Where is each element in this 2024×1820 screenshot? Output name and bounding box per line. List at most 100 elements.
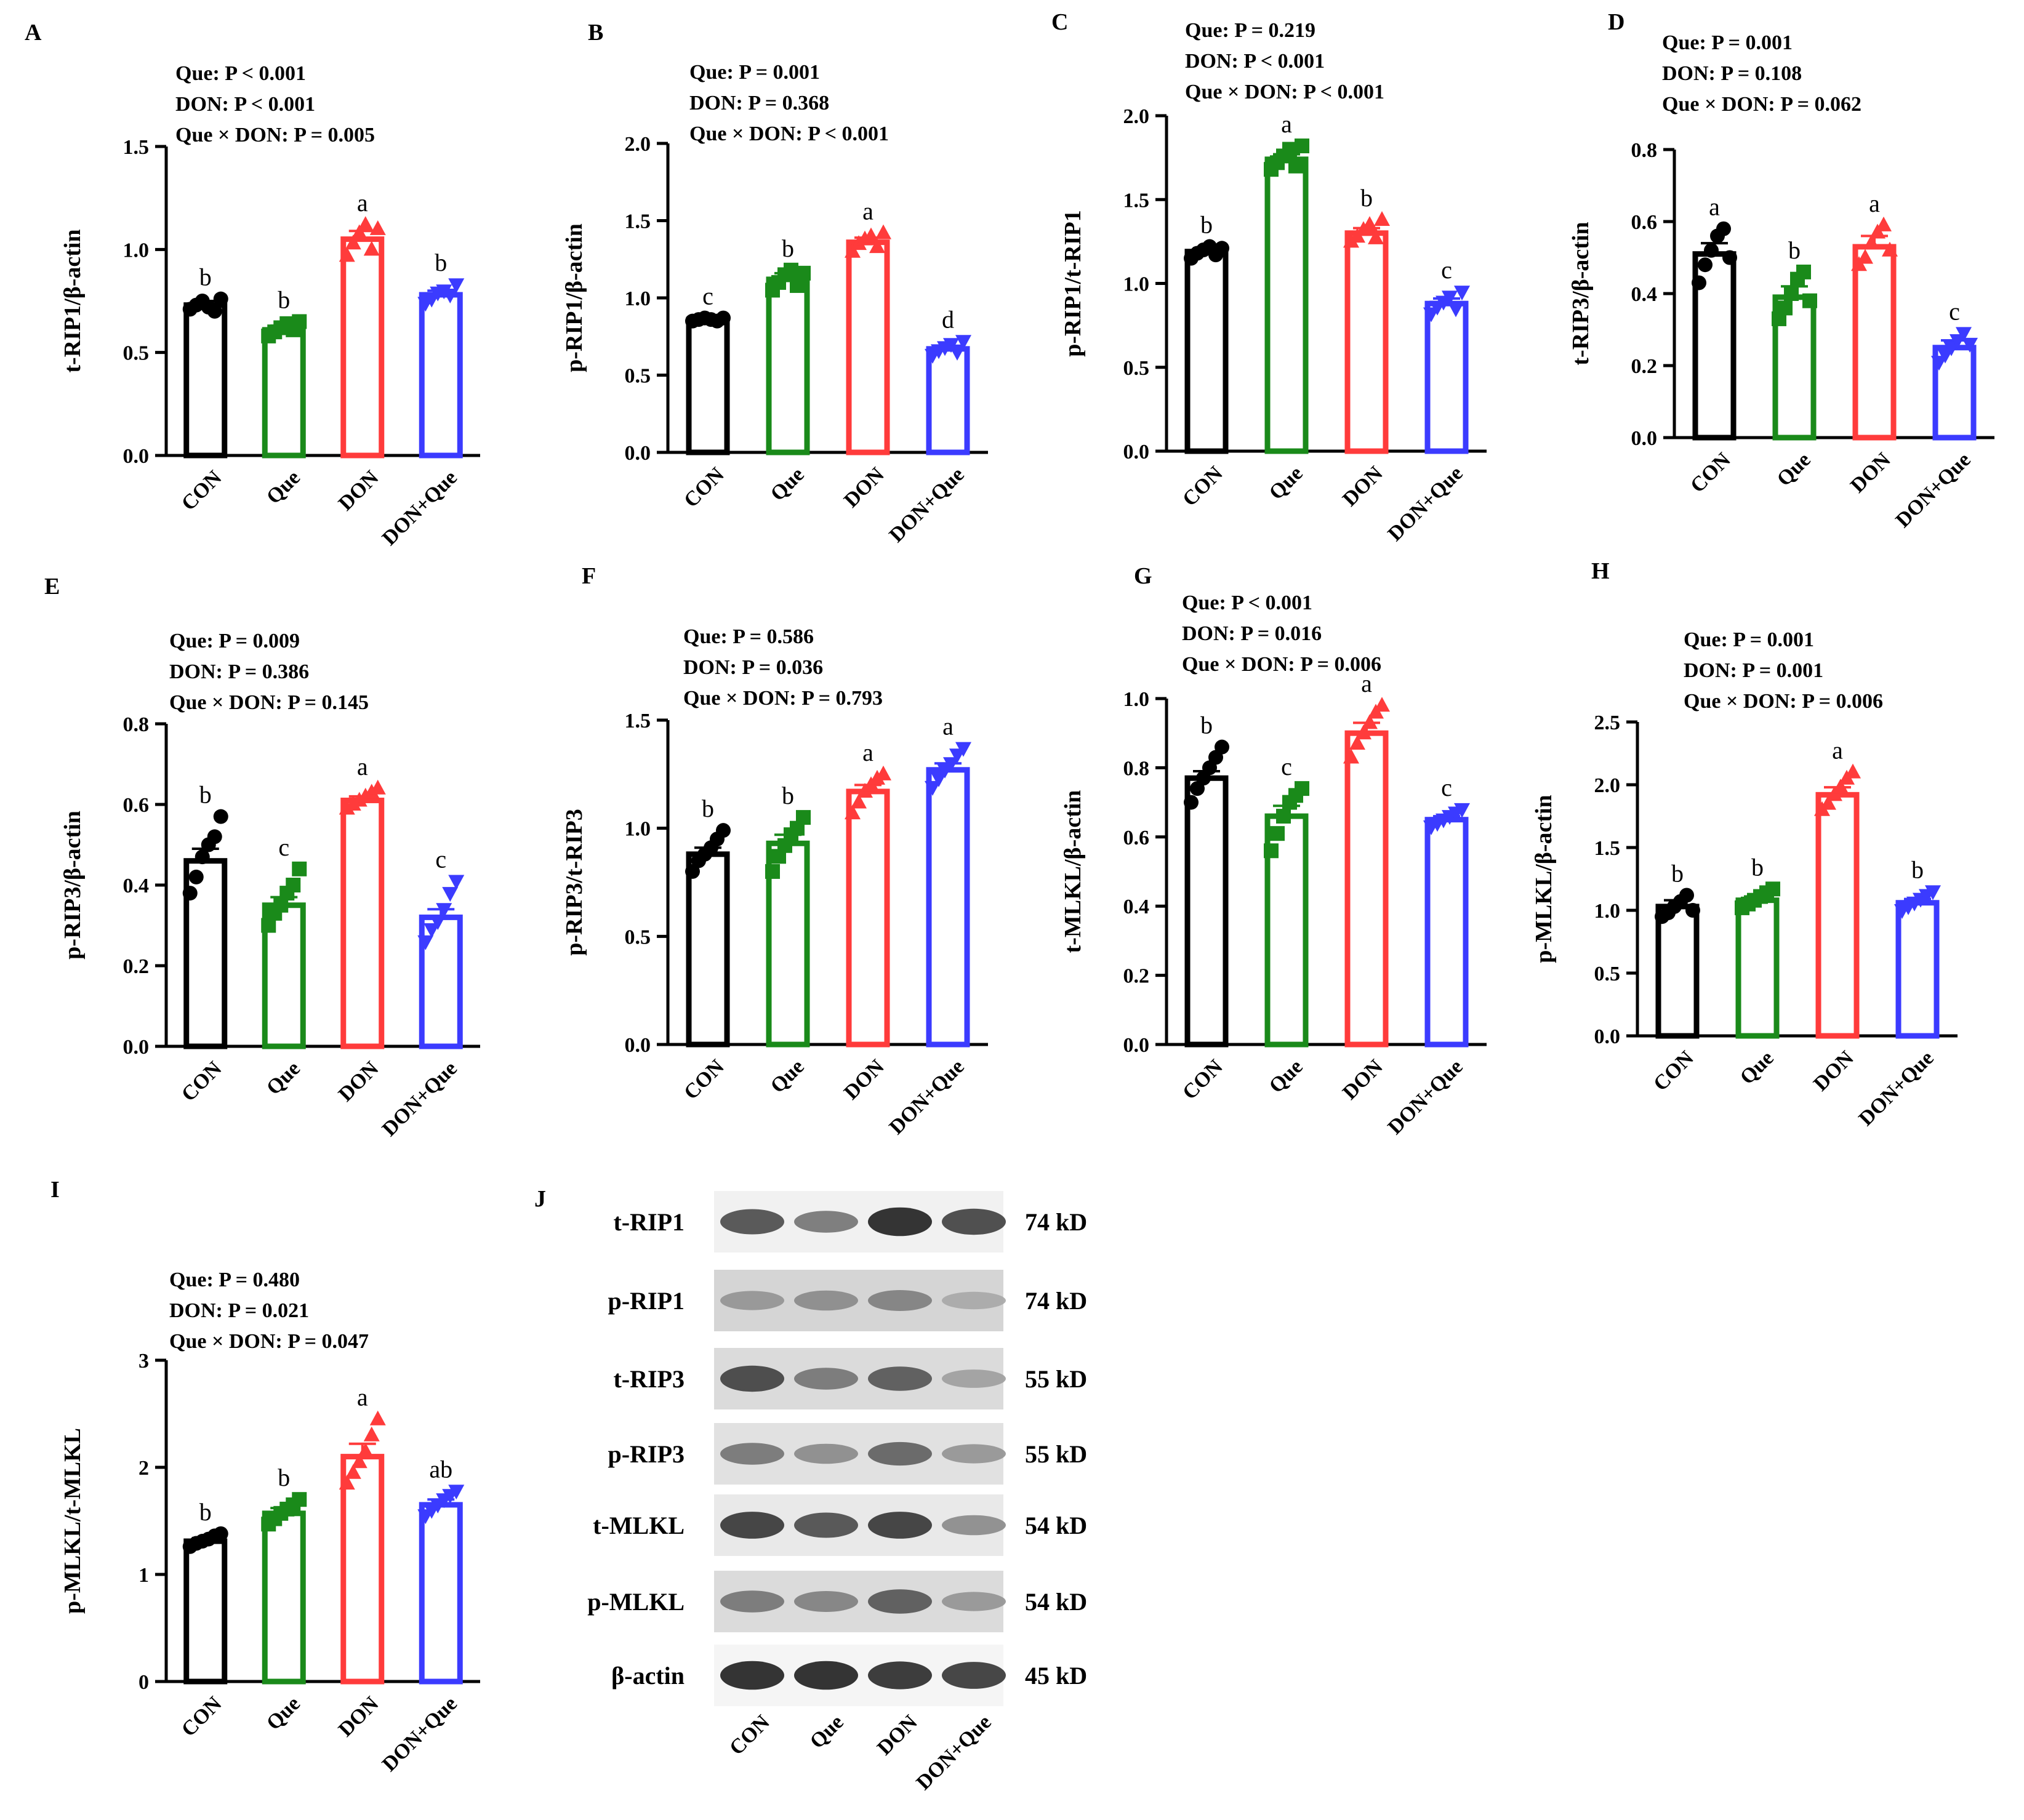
data-point (863, 227, 879, 243)
y-tick-label: 1.0 (1594, 900, 1621, 923)
data-point (1943, 341, 1959, 356)
y-tick-label: 1.0 (123, 239, 150, 262)
data-point (1833, 779, 1849, 794)
data-point (363, 1426, 380, 1441)
data-point (955, 742, 971, 757)
data-point (213, 291, 228, 307)
data-point (1698, 257, 1713, 273)
y-tick-label: 0.4 (123, 875, 150, 897)
category-label: DON+Que (378, 1057, 462, 1141)
category-label: Que (1736, 1046, 1778, 1089)
data-point (1295, 781, 1309, 796)
y-tick-label: 2.0 (1594, 774, 1621, 797)
stat-line: DON: P = 0.016 (1182, 622, 1322, 645)
category-label: CON (680, 1055, 729, 1104)
stat-line: DON: P < 0.001 (1185, 50, 1325, 73)
category-label: DON (334, 1057, 384, 1106)
significance-letter: c (1441, 774, 1452, 801)
data-point (1704, 243, 1719, 258)
bar-que (766, 276, 810, 455)
panel-j: Jt-RIP1 74 kDp-RIP1 74 kDt-RIP3 55 kDp-RIP3… (534, 1186, 1087, 1795)
data-point (1950, 334, 1966, 350)
category-label: Que (766, 1055, 809, 1097)
data-point (357, 216, 374, 231)
bar-don (1344, 230, 1389, 454)
category-label: DON (1338, 462, 1387, 511)
data-point (1448, 302, 1464, 318)
data-point (345, 235, 361, 250)
category-label: CON (1686, 448, 1735, 497)
category-label: DON (1338, 1055, 1387, 1104)
significance-letter: c (278, 833, 289, 861)
blot-lane-label: DON (873, 1710, 922, 1760)
stat-line: DON: P = 0.021 (169, 1299, 309, 1322)
data-point (1937, 348, 1953, 364)
blot-band (720, 1590, 784, 1613)
data-point (1374, 697, 1390, 712)
blot-band (942, 1515, 1006, 1536)
blot-band (794, 1290, 858, 1311)
data-point (1716, 221, 1731, 236)
category-label: CON (177, 466, 227, 515)
panel-letter: I (50, 1177, 60, 1203)
y-tick-label: 1.5 (625, 210, 651, 233)
stat-line: DON: P = 0.108 (1662, 62, 1802, 85)
blot-protein-label: t-MLKL (593, 1512, 685, 1539)
data-point (1778, 300, 1793, 316)
significance-letter: c (1949, 297, 1960, 325)
panel-letter: B (588, 20, 603, 46)
stat-line: DON: P = 0.001 (1684, 659, 1823, 682)
data-point (1956, 327, 1972, 342)
bar-don (340, 797, 385, 1049)
stat-line: Que × DON: P < 0.001 (1185, 81, 1384, 103)
data-point (931, 772, 947, 787)
stat-line: Que: P = 0.001 (689, 61, 820, 84)
category-label: DON+Que (1892, 448, 1975, 532)
y-axis-label: p-RIP1/t-RIP1 (1060, 210, 1086, 357)
data-point (1857, 249, 1873, 264)
y-axis-label: t-RIP1/β-actin (60, 229, 86, 372)
bar-con (1184, 775, 1229, 1048)
stat-line: Que: P = 0.001 (1684, 628, 1814, 651)
data-point (1454, 803, 1470, 818)
data-point (1454, 286, 1470, 301)
data-point (1215, 241, 1229, 256)
data-point (845, 804, 861, 820)
data-point (213, 1526, 228, 1541)
data-point (1692, 275, 1706, 291)
data-point (1355, 724, 1371, 740)
significance-letter: a (1281, 110, 1292, 138)
blot-band (868, 1441, 932, 1466)
significance-letter: b (1911, 856, 1924, 883)
blot-size-label: 55 kD (1025, 1440, 1087, 1468)
blot-size-label: 45 kD (1025, 1662, 1087, 1690)
data-point (292, 861, 307, 876)
category-label: DON+Que (378, 466, 462, 550)
data-point (182, 886, 198, 901)
data-point (363, 241, 380, 256)
y-tick-label: 0.0 (625, 1034, 651, 1057)
blot-band (942, 1291, 1006, 1310)
data-point (1264, 843, 1279, 859)
significance-letter: a (1361, 670, 1372, 697)
data-point (430, 915, 446, 930)
blot-row-3: p-RIP3 55 kD (608, 1423, 1087, 1485)
stat-line: Que × DON: P < 0.001 (689, 122, 889, 145)
category-label: Que (262, 1057, 305, 1099)
stat-line: Que: P < 0.001 (175, 62, 306, 85)
blot-size-label: 54 kD (1025, 1512, 1087, 1539)
y-tick-label: 0 (139, 1671, 149, 1694)
category-label: DON+Que (1855, 1046, 1938, 1130)
panel-g: G Que: P < 0.001 DON: P = 0.016 Que × DON: … (1060, 563, 1487, 1139)
blot-size-label: 55 kD (1025, 1365, 1087, 1393)
blot-band (720, 1291, 784, 1310)
significance-letter: a (357, 189, 368, 217)
blot-band (794, 1211, 858, 1233)
data-point (188, 869, 204, 884)
panel-i: I Que: P = 0.480 DON: P = 0.021 Que × DON: … (50, 1177, 480, 1776)
stat-line: Que: P = 0.219 (1185, 19, 1315, 42)
blot-band (794, 1512, 858, 1538)
significance-letter: b (199, 1498, 212, 1526)
y-axis-label: t-MLKL/β-actin (1060, 790, 1086, 953)
category-label: CON (1649, 1046, 1698, 1096)
